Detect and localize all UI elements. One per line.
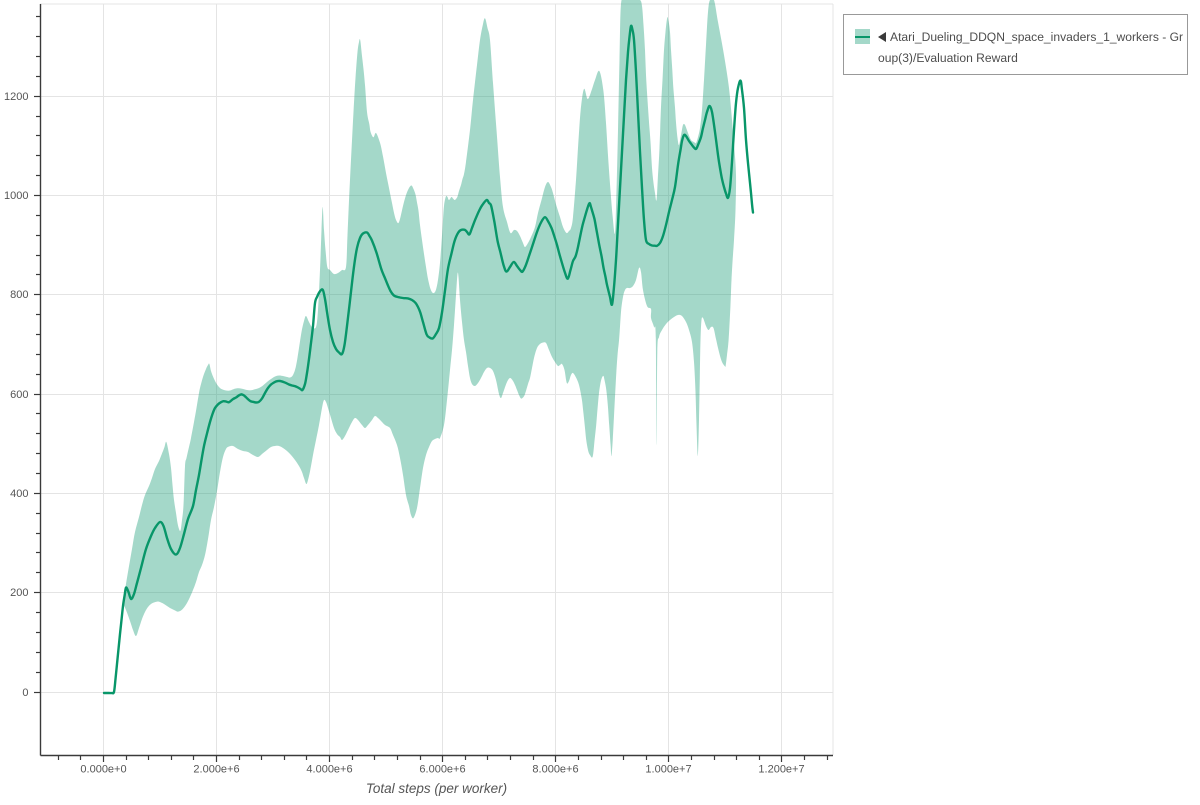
svg-text:2.000e+6: 2.000e+6 (193, 764, 239, 776)
svg-text:Total steps (per worker): Total steps (per worker) (366, 781, 507, 796)
svg-text:4.000e+6: 4.000e+6 (306, 764, 352, 776)
svg-text:200: 200 (10, 587, 28, 599)
svg-text:1200: 1200 (4, 91, 28, 103)
svg-text:6.000e+6: 6.000e+6 (419, 764, 465, 776)
svg-text:1000: 1000 (4, 190, 28, 202)
svg-text:800: 800 (10, 289, 28, 301)
svg-text:1.000e+7: 1.000e+7 (645, 764, 691, 776)
svg-text:400: 400 (10, 488, 28, 500)
svg-text:8.000e+6: 8.000e+6 (532, 764, 578, 776)
svg-text:0.000e+0: 0.000e+0 (80, 764, 126, 776)
svg-text:600: 600 (10, 389, 28, 401)
svg-text:1.200e+7: 1.200e+7 (758, 764, 804, 776)
svg-text:0: 0 (22, 687, 28, 699)
